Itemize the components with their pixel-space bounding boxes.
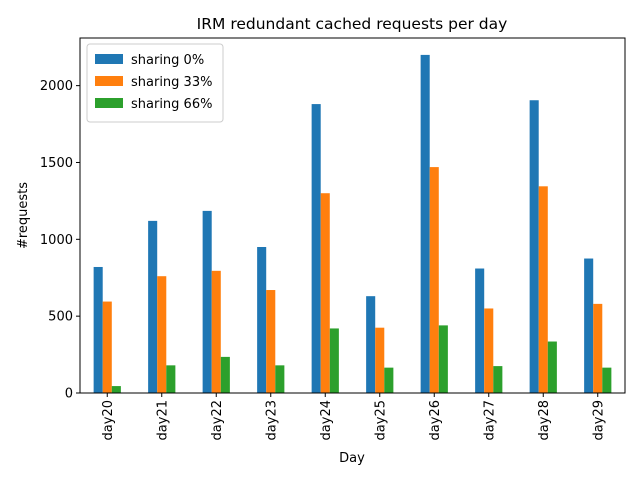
bar-day29-series-0 [584, 258, 594, 393]
bar-day21-series-1 [157, 276, 167, 393]
bar-day28-series-2 [547, 341, 557, 393]
bar-day29-series-2 [602, 367, 612, 393]
legend-swatch [95, 98, 123, 108]
y-tick-label: 1000 [40, 233, 73, 248]
x-axis-label: Day [339, 451, 365, 466]
bars-group [93, 54, 612, 394]
bar-day24-series-0 [311, 104, 321, 393]
x-ticks-group: day20 day21 day22 day23 day24 day25 day26 day27… [101, 393, 606, 440]
bar-day23-series-1 [266, 290, 276, 393]
bar-day24-series-1 [320, 193, 330, 393]
bar-day22-series-2 [220, 356, 230, 393]
y-tick-label: 0 [65, 387, 73, 402]
bar-day20-series-0 [93, 266, 103, 393]
legend-label: sharing 33% [131, 75, 212, 90]
y-tick-label: 1500 [40, 156, 73, 171]
legend-swatch [95, 54, 123, 64]
bar-day26-series-2 [438, 325, 448, 393]
bar-day27-series-0 [475, 268, 485, 393]
bar-day28-series-1 [538, 186, 548, 393]
x-tick-label: day20 [101, 400, 116, 440]
bar-day25-series-0 [366, 296, 376, 393]
x-tick-label: day21 [155, 400, 170, 440]
bar-day22-series-1 [211, 270, 221, 393]
y-ticks-group: 0 500 1000 1500 2000 [40, 79, 80, 402]
x-tick-label: day27 [482, 400, 497, 440]
bar-day26-series-1 [429, 167, 439, 393]
x-tick-label: day23 [264, 400, 279, 440]
bar-day29-series-1 [593, 303, 603, 393]
x-tick-label: day26 [428, 400, 443, 440]
bar-day23-series-2 [275, 365, 285, 393]
x-tick-label: day24 [319, 400, 334, 440]
bar-day25-series-1 [375, 327, 385, 393]
bar-day27-series-2 [493, 366, 503, 393]
bar-day28-series-0 [529, 100, 539, 394]
y-axis-label: #requests [16, 182, 31, 249]
bar-day27-series-1 [484, 308, 494, 393]
legend-label: sharing 66% [131, 97, 212, 112]
x-tick-label: day29 [591, 400, 606, 440]
y-tick-label: 500 [48, 310, 73, 325]
bar-day21-series-0 [148, 220, 158, 393]
bar-day20-series-1 [102, 301, 112, 393]
y-tick-label: 2000 [40, 79, 73, 94]
x-tick-label: day25 [373, 400, 388, 440]
bar-day26-series-0 [420, 54, 430, 394]
bar-day25-series-2 [384, 367, 394, 393]
plot-frame [79, 37, 626, 394]
legend: sharing 0% sharing 33% sharing 66% [86, 43, 224, 123]
bar-day21-series-2 [166, 365, 176, 393]
bar-day24-series-2 [329, 328, 339, 393]
bar-day20-series-2 [111, 386, 121, 393]
x-tick-label: day28 [537, 400, 552, 440]
legend-swatch [95, 76, 123, 86]
bar-day23-series-0 [257, 247, 267, 393]
x-tick-label: day22 [210, 400, 225, 440]
bar-day22-series-0 [202, 210, 212, 393]
legend-label: sharing 0% [131, 53, 204, 68]
chart-title: IRM redundant cached requests per day [197, 15, 508, 33]
